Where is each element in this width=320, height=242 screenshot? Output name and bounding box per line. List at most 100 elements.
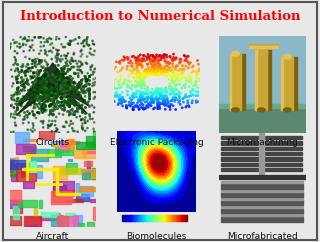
Point: [84, 77, 90, 81]
Point: [67, 94, 72, 98]
Bar: [147, 215, 148, 221]
Point: [78, 68, 83, 72]
Point: [153, 71, 158, 75]
Point: [82, 85, 87, 89]
Point: [20, 69, 25, 73]
Point: [146, 72, 151, 76]
Bar: [23, 139, 37, 141]
Point: [27, 97, 32, 101]
Point: [156, 64, 161, 68]
Point: [154, 53, 159, 57]
Point: [53, 104, 58, 108]
Point: [66, 80, 71, 84]
Point: [82, 91, 87, 95]
Point: [75, 83, 80, 87]
Ellipse shape: [284, 108, 291, 112]
Point: [36, 73, 41, 76]
Point: [187, 84, 192, 88]
Point: [83, 82, 88, 86]
Point: [135, 63, 140, 67]
Point: [37, 69, 42, 73]
Point: [68, 96, 73, 100]
Point: [123, 56, 128, 60]
Point: [170, 98, 175, 102]
Point: [45, 100, 50, 104]
Point: [172, 73, 178, 77]
Bar: [186, 215, 187, 221]
Point: [50, 75, 55, 79]
Point: [24, 78, 29, 82]
Point: [82, 74, 87, 78]
Point: [42, 81, 47, 84]
Point: [144, 95, 149, 99]
Point: [38, 45, 43, 48]
Point: [34, 98, 39, 102]
Point: [22, 117, 27, 121]
Point: [111, 68, 116, 71]
Point: [58, 69, 63, 73]
Point: [47, 89, 52, 93]
Point: [24, 113, 29, 117]
Point: [119, 98, 124, 102]
Point: [162, 55, 167, 59]
Point: [15, 85, 20, 89]
Point: [172, 57, 177, 61]
Point: [25, 38, 30, 42]
Point: [139, 93, 144, 97]
Point: [65, 86, 70, 90]
Point: [26, 63, 31, 67]
Bar: [281, 57, 283, 110]
Point: [46, 92, 51, 96]
Bar: [175, 215, 176, 221]
Point: [18, 45, 23, 49]
Point: [156, 73, 161, 77]
Point: [50, 78, 55, 82]
Point: [31, 112, 36, 116]
Point: [36, 98, 41, 102]
Point: [146, 67, 151, 71]
Point: [59, 95, 64, 98]
Point: [141, 106, 146, 110]
Bar: [169, 215, 170, 221]
Point: [118, 85, 124, 89]
Point: [165, 101, 170, 105]
Point: [152, 63, 157, 67]
Point: [67, 41, 72, 45]
Bar: [177, 215, 178, 221]
Point: [157, 102, 162, 106]
Point: [53, 96, 59, 100]
Point: [25, 66, 30, 70]
Point: [42, 75, 47, 79]
Point: [37, 95, 42, 99]
Point: [24, 96, 29, 99]
Point: [62, 53, 67, 57]
Point: [53, 56, 58, 60]
Point: [22, 95, 28, 99]
Point: [12, 41, 17, 45]
Point: [26, 100, 31, 104]
Point: [145, 56, 150, 60]
Bar: [255, 50, 257, 110]
Point: [26, 35, 31, 38]
Point: [23, 81, 28, 85]
Point: [153, 58, 158, 61]
Point: [62, 71, 68, 75]
Point: [67, 103, 72, 106]
Point: [53, 93, 58, 97]
Point: [160, 56, 165, 60]
Point: [139, 72, 144, 76]
Point: [16, 89, 21, 93]
Point: [44, 92, 49, 96]
Point: [9, 112, 14, 116]
Point: [9, 103, 14, 107]
Point: [150, 54, 156, 58]
Point: [48, 89, 53, 93]
Point: [78, 78, 84, 82]
Point: [139, 83, 144, 87]
Point: [38, 108, 44, 112]
Point: [136, 63, 141, 67]
Point: [193, 83, 198, 87]
Point: [25, 113, 30, 117]
Point: [150, 100, 155, 104]
Point: [18, 101, 23, 105]
